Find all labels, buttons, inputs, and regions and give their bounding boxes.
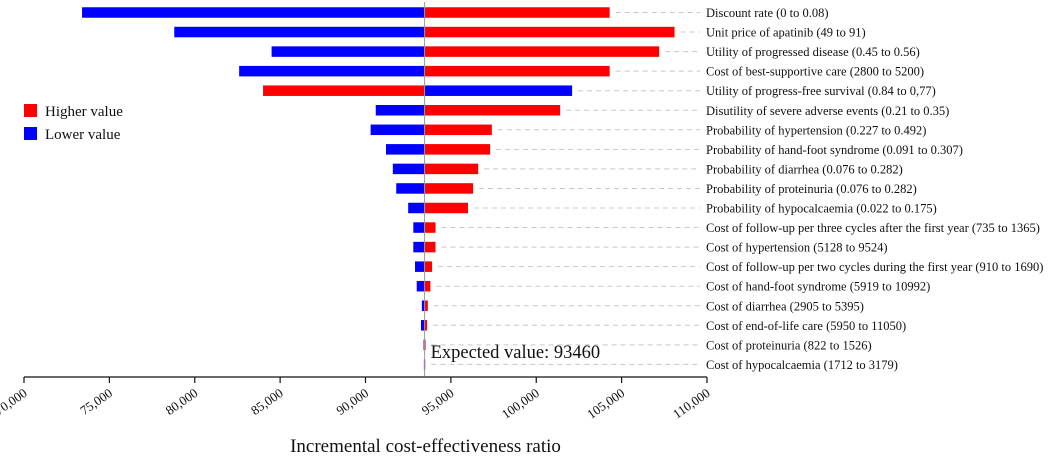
bar-lower-10 <box>408 202 425 214</box>
bar-lower-7 <box>385 144 425 155</box>
bar-lower-5 <box>375 105 425 116</box>
bar-lower-8 <box>392 163 425 175</box>
x-tick-label-2: 80,000 <box>163 385 201 418</box>
legend-swatch-higher <box>24 104 37 117</box>
bar-lower-12 <box>413 241 425 253</box>
x-tick-label-7: 105,000 <box>584 385 627 422</box>
parameter-label-10: Probability of hypocalcaemia (0.022 to 0… <box>706 202 937 216</box>
bar-lower-1 <box>174 26 425 38</box>
bar-higher-8 <box>424 163 479 175</box>
bar-lower-6 <box>370 124 425 136</box>
bar-lower-15 <box>421 300 425 311</box>
parameter-label-14: Cost of hand-foot syndrome (5919 to 1099… <box>706 280 930 294</box>
bar-higher-10 <box>424 202 468 214</box>
bar-lower-17 <box>423 339 425 351</box>
expected-value-label: Expected value: 93460 <box>431 343 601 363</box>
bars <box>82 7 675 370</box>
bar-higher-1 <box>424 26 675 38</box>
parameter-label-3: Cost of best-supportive care (2800 to 52… <box>706 65 924 79</box>
legend-label-higher: Higher value <box>45 104 123 120</box>
bar-higher-7 <box>424 144 491 155</box>
bar-higher-2 <box>424 46 660 57</box>
bar-higher-0 <box>424 7 610 18</box>
bar-lower-2 <box>271 46 425 57</box>
bar-higher-12 <box>424 241 436 253</box>
parameter-label-1: Unit price of apatinib (49 to 91) <box>706 26 866 40</box>
bar-higher-4 <box>263 85 425 96</box>
bar-lower-3 <box>239 65 425 77</box>
bar-higher-5 <box>424 105 561 116</box>
parameter-label-2: Utility of progressed disease (0.45 to 0… <box>706 45 920 59</box>
bar-higher-13 <box>424 261 433 272</box>
bar-higher-9 <box>424 183 474 194</box>
bar-lower-0 <box>82 7 425 18</box>
x-axis-title: Incremental cost-effectiveness ratio <box>290 436 561 457</box>
x-tick-label-5: 95,000 <box>419 385 457 418</box>
x-axis: 70,000 75,000 80,000 85,000 90,000 95,000 100,… <box>0 376 713 422</box>
legend: Higher value Lower value <box>24 104 123 143</box>
legend-swatch-lower <box>24 127 37 140</box>
parameter-label-5: Disutility of severe adverse events (0.2… <box>706 104 949 118</box>
bar-lower-9 <box>396 183 425 194</box>
x-tick-label-1: 75,000 <box>77 385 115 418</box>
parameter-label-4: Utility of progress-free survival (0.84 … <box>706 84 936 98</box>
parameter-label-17: Cost of proteinuria (822 to 1526) <box>706 338 872 352</box>
bar-higher-6 <box>424 124 492 136</box>
bar-lower-11 <box>413 222 425 233</box>
bar-lower-13 <box>415 261 425 272</box>
bar-higher-17 <box>424 339 426 351</box>
parameter-label-11: Cost of follow-up per three cycles after… <box>706 221 1040 235</box>
x-tick-label-8: 110,000 <box>670 385 713 421</box>
bar-lower-4 <box>424 85 573 96</box>
x-tick-label-0: 70,000 <box>0 385 30 418</box>
bar-lower-14 <box>416 280 425 292</box>
parameter-labels: Discount rate (0 to 0.08) Unit price of a… <box>706 6 1043 372</box>
parameter-label-16: Cost of end-of-life care (5950 to 11050) <box>706 319 906 333</box>
legend-label-lower: Lower value <box>45 127 121 143</box>
parameter-label-15: Cost of diarrhea (2905 to 5395) <box>706 299 864 313</box>
parameter-label-13: Cost of follow-up per two cycles during … <box>706 260 1043 274</box>
bar-higher-14 <box>424 280 431 292</box>
bar-lower-16 <box>420 320 425 331</box>
x-tick-label-4: 90,000 <box>333 385 371 418</box>
x-tick-label-3: 85,000 <box>248 385 286 418</box>
bar-higher-3 <box>424 65 610 77</box>
parameter-label-12: Cost of hypertension (5128 to 9524) <box>706 241 888 255</box>
parameter-label-9: Probability of proteinuria (0.076 to 0.2… <box>706 182 917 196</box>
parameter-label-7: Probability of hand-foot syndrome (0.091… <box>706 143 963 157</box>
bar-higher-15 <box>424 300 428 311</box>
parameter-label-18: Cost of hypocalcaemia (1712 to 3179) <box>706 358 898 372</box>
bar-higher-16 <box>424 320 427 331</box>
parameter-label-6: Probability of hypertension (0.227 to 0.… <box>706 123 926 137</box>
guide-lines <box>431 12 700 365</box>
parameter-label-8: Probability of diarrhea (0.076 to 0.282) <box>706 162 903 176</box>
bar-higher-11 <box>424 222 436 233</box>
parameter-label-0: Discount rate (0 to 0.08) <box>706 6 829 20</box>
x-tick-label-6: 100,000 <box>499 385 542 422</box>
